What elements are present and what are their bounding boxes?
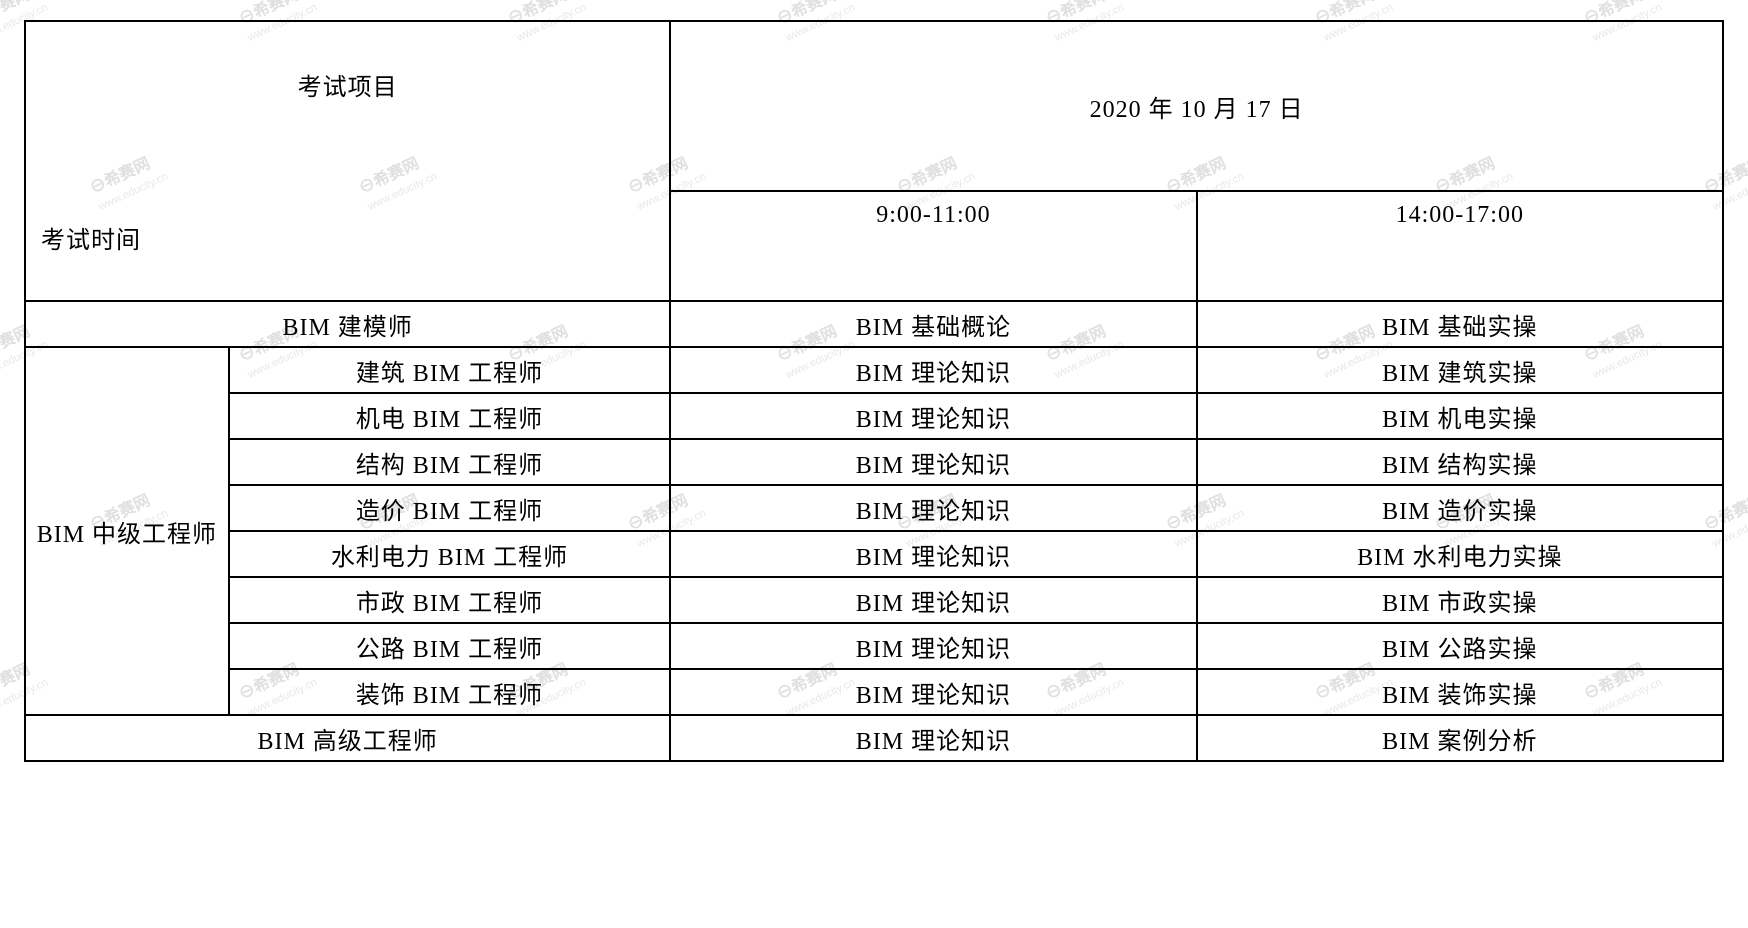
- exam-schedule-table: 考试项目 考试时间 2020 年 10 月 17 日 9:00-11:00 14…: [24, 20, 1724, 762]
- morning-subject: BIM 理论知识: [670, 531, 1196, 577]
- afternoon-subject: BIM 装饰实操: [1197, 669, 1723, 715]
- exam-name: 市政 BIM 工程师: [229, 577, 670, 623]
- intermediate-label: BIM 中级工程师: [25, 347, 229, 715]
- morning-subject: BIM 理论知识: [670, 347, 1196, 393]
- morning-subject: BIM 理论知识: [670, 715, 1196, 761]
- morning-subject: BIM 理论知识: [670, 439, 1196, 485]
- exam-name: 建筑 BIM 工程师: [229, 347, 670, 393]
- afternoon-subject: BIM 机电实操: [1197, 393, 1723, 439]
- exam-name: 机电 BIM 工程师: [229, 393, 670, 439]
- exam-time-label: 考试时间: [41, 220, 141, 255]
- exam-project-label: 考试项目: [298, 67, 398, 102]
- afternoon-subject: BIM 基础实操: [1197, 301, 1723, 347]
- exam-date: 2020 年 10 月 17 日: [670, 21, 1723, 191]
- afternoon-time: 14:00-17:00: [1197, 191, 1723, 301]
- morning-subject: BIM 基础概论: [670, 301, 1196, 347]
- morning-subject: BIM 理论知识: [670, 485, 1196, 531]
- header-diagonal-cell: 考试项目 考试时间: [25, 21, 670, 301]
- exam-name: BIM 高级工程师: [25, 715, 670, 761]
- exam-name: BIM 建模师: [25, 301, 670, 347]
- morning-time: 9:00-11:00: [670, 191, 1196, 301]
- afternoon-subject: BIM 市政实操: [1197, 577, 1723, 623]
- morning-subject: BIM 理论知识: [670, 623, 1196, 669]
- afternoon-subject: BIM 水利电力实操: [1197, 531, 1723, 577]
- morning-subject: BIM 理论知识: [670, 669, 1196, 715]
- afternoon-subject: BIM 造价实操: [1197, 485, 1723, 531]
- afternoon-subject: BIM 案例分析: [1197, 715, 1723, 761]
- afternoon-subject: BIM 结构实操: [1197, 439, 1723, 485]
- exam-name: 造价 BIM 工程师: [229, 485, 670, 531]
- morning-subject: BIM 理论知识: [670, 393, 1196, 439]
- exam-name: 装饰 BIM 工程师: [229, 669, 670, 715]
- morning-subject: BIM 理论知识: [670, 577, 1196, 623]
- exam-name: 结构 BIM 工程师: [229, 439, 670, 485]
- exam-name: 水利电力 BIM 工程师: [229, 531, 670, 577]
- afternoon-subject: BIM 公路实操: [1197, 623, 1723, 669]
- afternoon-subject: BIM 建筑实操: [1197, 347, 1723, 393]
- exam-name: 公路 BIM 工程师: [229, 623, 670, 669]
